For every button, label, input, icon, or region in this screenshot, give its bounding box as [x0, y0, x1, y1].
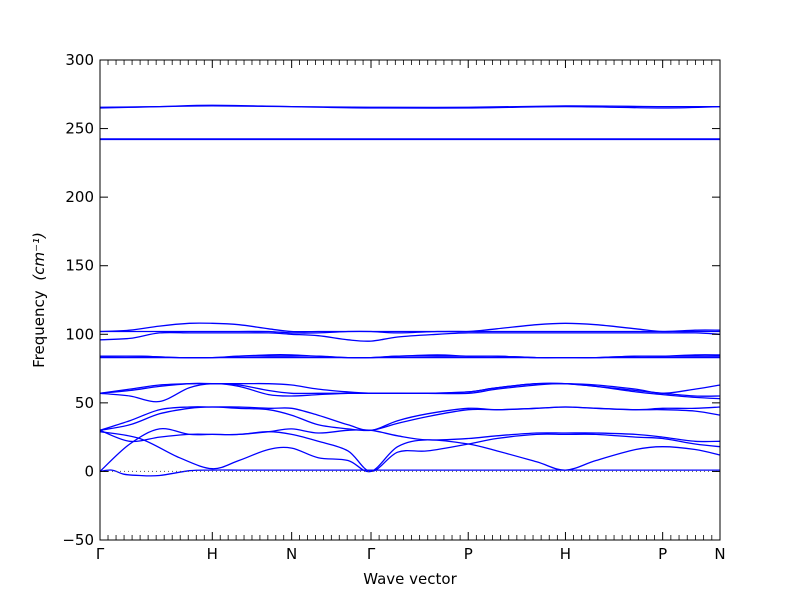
band-lines [99, 104, 721, 477]
y-axis-label-unit: (cm⁻¹) [30, 232, 48, 281]
x-tick-label-H: H [560, 545, 571, 563]
x-tick-label-Γ: Γ [367, 545, 376, 563]
y-tick-label: 100 [65, 325, 94, 343]
band-12 [99, 355, 720, 359]
band-19 [99, 105, 721, 109]
x-tick-label-H: H [207, 545, 218, 563]
x-tick-label-N: N [286, 545, 297, 563]
y-tick-label: 0 [84, 462, 94, 480]
band-1 [99, 469, 720, 477]
band-6 [99, 406, 721, 432]
x-tick-label-P: P [658, 545, 667, 563]
y-tick-label: 250 [65, 120, 94, 138]
x-axis-label: Wave vector [363, 570, 457, 588]
y-axis-label: Frequency (cm⁻¹) [30, 232, 48, 368]
y-axis-ticks: −50 0 50 100 150 200 250 300 [62, 51, 720, 549]
x-tick-label-N: N [714, 545, 725, 563]
y-tick-label: −50 [62, 531, 94, 549]
band-14 [100, 330, 720, 334]
y-tick-label: 50 [75, 394, 94, 412]
band-5 [99, 406, 721, 432]
x-tick-label-Γ: Γ [96, 545, 105, 563]
band-7 [99, 382, 721, 403]
x-tick-label-P: P [464, 545, 473, 563]
band-2 [99, 427, 721, 473]
band-15 [99, 322, 721, 333]
plot-frame [99, 59, 721, 541]
y-tick-label: 200 [65, 188, 94, 206]
band-8 [99, 382, 721, 397]
y-axis-label-text: Frequency [30, 290, 48, 368]
y-tick-label: 300 [65, 51, 94, 69]
band-13 [99, 331, 721, 342]
band-9 [99, 382, 721, 395]
band-3 [99, 431, 721, 473]
y-tick-label: 150 [65, 257, 94, 275]
band-4 [99, 428, 721, 443]
